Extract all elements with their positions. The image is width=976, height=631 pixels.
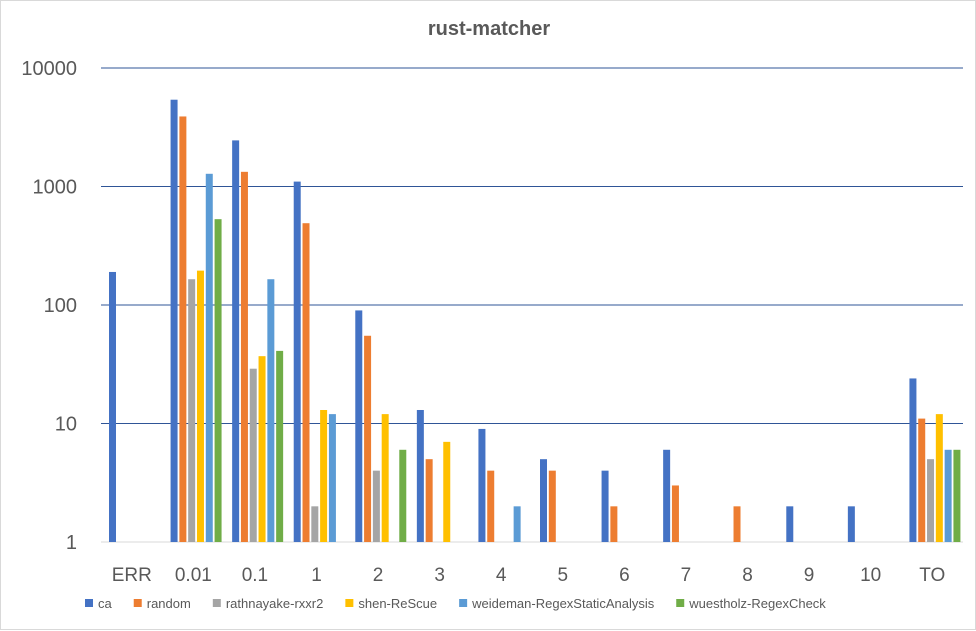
y-axis-ticks: 1 10 100 1000 10000: [21, 58, 77, 554]
bar: [671, 485, 679, 542]
bar: [601, 470, 609, 542]
bar: [909, 378, 917, 542]
bar: [443, 441, 451, 542]
legend-label: shen-ReScue: [358, 596, 437, 611]
grid-lines: [101, 67, 963, 543]
y-tick-label: 100: [44, 295, 77, 317]
legend-swatch: [345, 599, 354, 607]
bar: [258, 356, 266, 542]
x-tick-label: 9: [804, 565, 815, 586]
x-tick-label: 0.01: [175, 565, 212, 586]
x-axis-ticks: ERR 0.01 0.1 1 2 3 4 5 6 7 8 9 10 TO: [112, 565, 946, 586]
x-tick-label: 4: [496, 565, 507, 586]
bar: [240, 171, 248, 542]
y-tick-label: 10000: [21, 58, 77, 80]
bar: [205, 173, 213, 542]
legend-label: random: [147, 596, 191, 611]
x-tick-label: 5: [557, 565, 568, 586]
y-tick-label: 1000: [33, 177, 78, 199]
bar: [786, 506, 794, 542]
bar: [214, 219, 222, 542]
bar: [267, 279, 275, 542]
bar: [918, 418, 926, 542]
bar: [364, 335, 372, 542]
bar: [610, 506, 618, 542]
x-tick-label: 3: [434, 565, 445, 586]
bar: [179, 116, 187, 542]
legend: ca random rathnayake-rxxr2 shen-ReScue weide…: [85, 596, 826, 611]
bar: [372, 470, 380, 542]
y-tick-label: 10: [55, 414, 77, 436]
x-tick-label: 10: [860, 565, 881, 586]
legend-swatch: [85, 599, 93, 607]
bars: [109, 99, 961, 543]
bar: [944, 449, 952, 542]
x-tick-label: 8: [742, 565, 753, 586]
bar: [109, 271, 116, 542]
bar: [293, 181, 301, 542]
bar: [196, 270, 204, 542]
bar: [302, 223, 310, 542]
x-tick-label: 6: [619, 565, 630, 586]
chart-title: rust-matcher: [428, 18, 550, 40]
y-tick-label: 1: [66, 532, 77, 554]
legend-swatch: [133, 599, 142, 607]
legend-swatch: [676, 599, 685, 607]
bar: [320, 409, 328, 542]
bar: [249, 368, 257, 542]
bar: [170, 99, 178, 543]
legend-label: wuestholz-RegexCheck: [688, 596, 826, 611]
bar: [513, 506, 521, 542]
bar: [847, 506, 855, 542]
bar: [733, 506, 741, 542]
x-tick-label: 2: [373, 565, 384, 586]
bar: [311, 506, 319, 542]
bar: [953, 449, 961, 542]
bar: [399, 449, 407, 542]
legend-label: ca: [98, 596, 113, 611]
bar: [276, 350, 284, 542]
x-tick-label: 1: [311, 565, 322, 586]
x-tick-label: 0.1: [242, 565, 268, 586]
bar: [425, 459, 433, 542]
bar: [548, 470, 556, 542]
legend-label: weideman-RegexStaticAnalysis: [471, 596, 655, 611]
x-tick-label: ERR: [112, 565, 152, 586]
bar: [663, 449, 671, 542]
bar: [355, 310, 363, 542]
bar: [540, 459, 547, 542]
x-tick-label: 7: [681, 565, 692, 586]
bar: [381, 414, 389, 542]
bar: [232, 140, 240, 542]
bar: [328, 414, 336, 542]
bar: [478, 428, 486, 542]
bar: [416, 409, 424, 542]
bar: [487, 470, 495, 542]
legend-swatch: [459, 599, 468, 607]
bar: [935, 414, 943, 542]
x-tick-label: TO: [919, 565, 945, 586]
legend-swatch: [212, 599, 221, 607]
bar: [188, 279, 196, 542]
bar: [927, 459, 935, 542]
legend-label: rathnayake-rxxr2: [226, 596, 324, 611]
